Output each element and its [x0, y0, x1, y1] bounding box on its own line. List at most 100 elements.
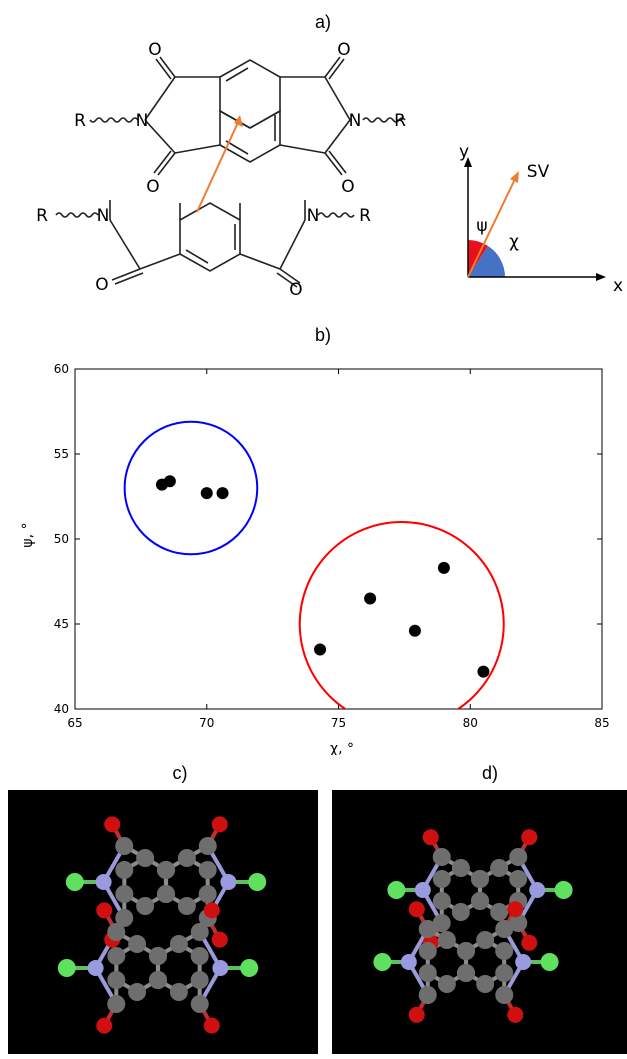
- atom-o-2: O: [337, 40, 350, 60]
- carbon-atom: [509, 848, 527, 866]
- carbon-atom: [490, 859, 508, 877]
- carbon-atom: [115, 861, 133, 879]
- panel-label-a: a): [303, 12, 343, 33]
- carbon-atom: [438, 975, 456, 993]
- carbon-atom: [178, 849, 196, 867]
- oxygen-atom: [212, 816, 228, 832]
- data-point: [477, 666, 489, 678]
- atom-n-3: N: [97, 206, 110, 226]
- substituent-atom: [373, 953, 391, 971]
- atom-n-4: N: [307, 206, 320, 226]
- carbon-atom: [115, 885, 133, 903]
- substituent-atom: [58, 959, 76, 977]
- carbon-atom: [476, 975, 494, 993]
- atom-o-6: O: [289, 280, 302, 297]
- panel-label-b: b): [303, 325, 343, 346]
- carbon-atom: [178, 897, 196, 915]
- nitrogen-atom: [96, 874, 112, 890]
- x-tick-label: 75: [331, 716, 346, 730]
- carbon-atom: [495, 942, 513, 960]
- carbon-atom: [495, 986, 513, 1004]
- data-point: [314, 644, 326, 656]
- data-point: [164, 475, 176, 487]
- molecular-model-c: [8, 790, 318, 1054]
- nitrogen-atom: [515, 954, 531, 970]
- oxygen-atom: [204, 1018, 220, 1034]
- carbon-atom: [149, 971, 167, 989]
- oxygen-atom: [423, 829, 439, 845]
- carbon-atom: [457, 942, 475, 960]
- atom-o-3: O: [146, 177, 159, 197]
- carbon-atom: [115, 837, 133, 855]
- carbon-atom: [170, 983, 188, 1001]
- carbon-atom: [495, 920, 513, 938]
- y-tick-label: 60: [54, 362, 69, 376]
- x-tick-label: 80: [463, 716, 478, 730]
- carbon-atom: [157, 861, 175, 879]
- x-axis-title: χ, °: [330, 741, 354, 755]
- y-tick-label: 55: [54, 447, 69, 461]
- carbon-atom: [433, 848, 451, 866]
- atom-o-1: O: [148, 40, 161, 60]
- stacking-vector-arrow: [197, 118, 240, 212]
- chemical-structure-diagram: O O O O N N R R N N R R O O: [30, 35, 410, 297]
- data-point: [364, 593, 376, 605]
- substituent-r-1: R: [74, 111, 86, 131]
- x-tick-label: 85: [594, 716, 609, 730]
- x-tick-label: 70: [199, 716, 214, 730]
- oxygen-atom: [409, 1007, 425, 1023]
- x-tick-label: 65: [67, 716, 82, 730]
- nitrogen-atom: [401, 954, 417, 970]
- y-axis-label: y: [459, 142, 469, 162]
- substituent-r-2: R: [394, 111, 406, 131]
- oxygen-atom: [521, 935, 537, 951]
- substituent-atom: [248, 873, 266, 891]
- y-tick-label: 45: [54, 617, 69, 631]
- carbon-atom: [433, 870, 451, 888]
- upper-ring-2: [220, 111, 280, 162]
- chi-label: χ: [509, 232, 519, 252]
- carbon-atom: [199, 885, 217, 903]
- atom-o-5: O: [95, 275, 108, 295]
- carbon-atom: [495, 964, 513, 982]
- carbon-atom: [490, 903, 508, 921]
- substituent-atom: [555, 881, 573, 899]
- oxygen-atom: [96, 902, 112, 918]
- carbon-atom: [191, 971, 209, 989]
- data-point: [201, 487, 213, 499]
- data-point: [438, 562, 450, 574]
- carbon-atom: [136, 897, 154, 915]
- oxygen-atom: [104, 816, 120, 832]
- carbon-atom: [419, 986, 437, 1004]
- data-point: [409, 625, 421, 637]
- substituent-atom: [240, 959, 258, 977]
- substituent-atom: [387, 881, 405, 899]
- carbon-atom: [419, 942, 437, 960]
- nitrogen-atom: [88, 960, 104, 976]
- x-axis-label: x: [613, 276, 623, 295]
- carbon-atom: [128, 935, 146, 953]
- upper-ring-1: [220, 60, 280, 128]
- carbon-atom: [191, 947, 209, 965]
- oxygen-atom: [96, 1018, 112, 1034]
- carbon-atom: [107, 923, 125, 941]
- carbon-atom: [419, 920, 437, 938]
- carbon-atom: [419, 964, 437, 982]
- carbon-atom: [471, 892, 489, 910]
- psi-label: ψ: [476, 216, 487, 236]
- carbon-atom: [457, 964, 475, 982]
- molecular-model-d: [332, 790, 627, 1054]
- carbon-atom: [191, 923, 209, 941]
- y-tick-label: 50: [54, 532, 69, 546]
- atom-o-4: O: [341, 177, 354, 197]
- panel-label-d: d): [470, 763, 510, 784]
- oxygen-atom: [212, 932, 228, 948]
- panel-label-c: c): [160, 763, 200, 784]
- y-tick-label: 40: [54, 702, 69, 716]
- oxygen-atom: [409, 901, 425, 917]
- carbon-atom: [199, 861, 217, 879]
- carbon-atom: [136, 849, 154, 867]
- atom-n-1: N: [136, 111, 149, 131]
- carbon-atom: [452, 859, 470, 877]
